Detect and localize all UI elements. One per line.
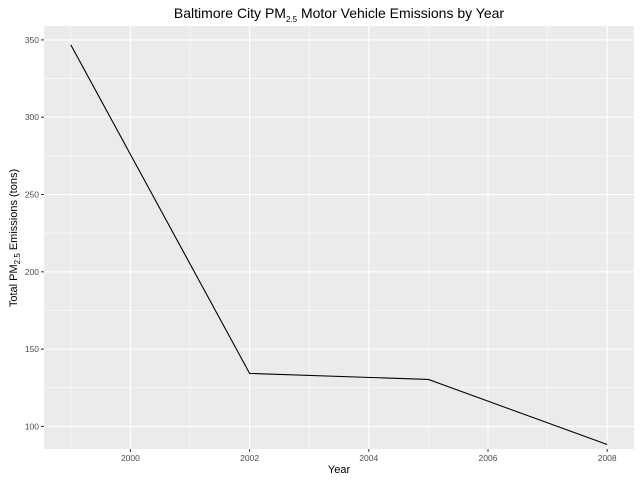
grid-minor	[44, 26, 634, 449]
x-axis-title: Year	[328, 464, 351, 476]
tick-layer: 2000 2002 2004 2006 2008 100 150 200 250 300 350	[25, 35, 617, 463]
x-tick-label: 2000	[121, 453, 140, 463]
grid-major	[44, 26, 634, 449]
y-tick-label: 350	[25, 35, 39, 45]
x-tick-label: 2002	[240, 453, 259, 463]
series-line-0	[70, 44, 608, 446]
y-tick-label: 100	[25, 421, 39, 431]
x-tick-label: 2008	[598, 453, 617, 463]
x-tick-label: 2004	[359, 453, 378, 463]
chart-title: Baltimore City PM2.5 Motor Vehicle Emiss…	[174, 5, 504, 24]
y-tick-label: 200	[25, 267, 39, 277]
y-tick-label: 300	[25, 112, 39, 122]
x-tick-label: 2006	[479, 453, 498, 463]
y-tick-label: 250	[25, 190, 39, 200]
series-layer	[70, 44, 608, 446]
y-axis-title: Total PM2.5 Emissions (tons)	[8, 169, 22, 307]
plot-panel	[44, 26, 634, 449]
y-tick-label: 150	[25, 344, 39, 354]
